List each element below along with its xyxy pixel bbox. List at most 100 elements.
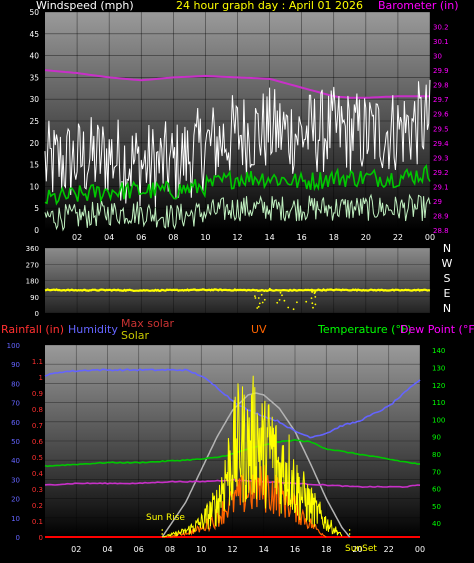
direction-ticks: 0 90 180 270 360 bbox=[26, 245, 39, 318]
humidity-tick-label: 30 bbox=[11, 476, 20, 484]
direction-point bbox=[254, 297, 257, 299]
barometer-tick-label: 29.5 bbox=[433, 125, 449, 133]
rainfall-axis-label: Rainfall (in) bbox=[1, 323, 64, 336]
dewpoint-axis-label: Dew Point (°F) bbox=[400, 323, 474, 336]
x-tick-label: 10 bbox=[196, 545, 206, 554]
temperature-line bbox=[44, 438, 421, 468]
temp-tick-label: 40 bbox=[432, 520, 441, 528]
rain-tick-label: 0.1 bbox=[32, 518, 43, 526]
direction-tick-label: 90 bbox=[30, 294, 39, 302]
humidity-tick-label: 20 bbox=[11, 496, 20, 504]
humidity-tick-label: 100 bbox=[7, 342, 20, 350]
wind-tick-label: 35 bbox=[29, 73, 39, 82]
x-tick-label: 14 bbox=[264, 233, 274, 242]
barometer-tick-label: 29.9 bbox=[433, 67, 449, 75]
temperature-axis-label: Temperature (°F) bbox=[317, 323, 412, 336]
wind-tick-label: 45 bbox=[29, 30, 39, 39]
x-tick-label: 00 bbox=[425, 233, 435, 242]
x-tick-label: 08 bbox=[168, 233, 178, 242]
x-tick-label: 06 bbox=[136, 233, 146, 242]
direction-tick-label: 270 bbox=[26, 261, 39, 269]
x-tick-label: 02 bbox=[72, 233, 82, 242]
chart-title: 24 hour graph day : April 01 2026 bbox=[176, 0, 363, 12]
direction-point bbox=[281, 294, 283, 297]
wind-tick-label: 25 bbox=[29, 117, 39, 126]
humidity-tick-label: 70 bbox=[11, 400, 20, 408]
humidity-axis-label: Humidity bbox=[68, 323, 118, 336]
temp-tick-label: 110 bbox=[432, 399, 445, 407]
barometer-axis-label: Barometer (in) bbox=[378, 0, 459, 12]
rain-tick-label: 0.7 bbox=[32, 422, 43, 430]
humidity-tick-label: 10 bbox=[11, 515, 20, 523]
temp-tick-label: 140 bbox=[432, 347, 445, 355]
direction-point bbox=[261, 301, 264, 304]
wind-tick-label: 30 bbox=[29, 95, 39, 104]
direction-point bbox=[310, 297, 313, 299]
x-tick-label: 10 bbox=[200, 233, 210, 242]
temp-tick-label: 120 bbox=[432, 382, 445, 390]
direction-point bbox=[305, 300, 308, 303]
sunset-label: SunSet bbox=[345, 544, 377, 554]
rain-tick-label: 0.4 bbox=[32, 470, 44, 478]
x-tick-label: 12 bbox=[227, 545, 237, 554]
barometer-tick-label: 29.1 bbox=[433, 183, 449, 191]
x-tick-label: 16 bbox=[290, 545, 300, 554]
x-tick-label: 08 bbox=[165, 545, 175, 554]
rain-tick-label: 1 bbox=[39, 374, 43, 382]
direction-tick-label: 0 bbox=[35, 310, 39, 318]
x-tick-label: 06 bbox=[134, 545, 144, 554]
barometer-tick-label: 29.8 bbox=[433, 82, 449, 90]
x-tick-label: 12 bbox=[232, 233, 242, 242]
compass-label: W bbox=[442, 257, 453, 270]
compass-label: E bbox=[444, 287, 451, 300]
rain-tick-label: 0.3 bbox=[32, 486, 43, 494]
x-tick-label: 16 bbox=[297, 233, 307, 242]
humidity-tick-label: 0 bbox=[16, 534, 20, 542]
barometer-line bbox=[44, 69, 430, 99]
wind-tick-label: 10 bbox=[29, 182, 39, 191]
humidity-tick-label: 80 bbox=[11, 380, 20, 388]
direction-point bbox=[260, 293, 263, 296]
rain-tick-label: 0.6 bbox=[32, 438, 44, 446]
x-tick-label: 22 bbox=[384, 545, 394, 554]
temp-tick-label: 50 bbox=[432, 503, 441, 511]
direction-tick-label: 180 bbox=[26, 278, 39, 286]
x-tick-label: 04 bbox=[104, 233, 114, 242]
barometer-tick-label: 29.6 bbox=[433, 111, 449, 119]
temp-tick-label: 90 bbox=[432, 434, 441, 442]
humidity-tick-label: 40 bbox=[11, 457, 20, 465]
barometer-tick-label: 29.7 bbox=[433, 96, 449, 104]
x-tick-label: 14 bbox=[259, 545, 269, 554]
humidity-tick-label: 50 bbox=[11, 438, 20, 446]
direction-point bbox=[312, 306, 314, 309]
solar-ticks: 02 04 06 08 10 12 14 16 18 20 22 0000.10.20.30.40.5… bbox=[7, 342, 446, 554]
compass-label: N bbox=[443, 242, 451, 255]
direction-point bbox=[311, 291, 314, 293]
direction-point bbox=[314, 303, 317, 306]
direction-point bbox=[311, 302, 314, 305]
barometer-tick-label: 29 bbox=[433, 198, 442, 206]
barometer-tick-label: 28.9 bbox=[433, 212, 449, 220]
barometer-tick-label: 29.4 bbox=[433, 140, 449, 148]
x-tick-label: 18 bbox=[321, 545, 331, 554]
barometer-tick-label: 28.8 bbox=[433, 227, 449, 235]
barometer-tick-label: 30.2 bbox=[433, 24, 449, 32]
temp-tick-label: 70 bbox=[432, 468, 441, 476]
direction-tick-label: 360 bbox=[26, 245, 39, 253]
rain-tick-label: 0.5 bbox=[32, 454, 43, 462]
x-tick-label: 22 bbox=[393, 233, 403, 242]
rain-tick-label: 1.1 bbox=[32, 358, 43, 366]
temp-tick-label: 60 bbox=[432, 486, 441, 494]
direction-point bbox=[258, 302, 261, 305]
wind-ticks: 0 5 10 15 20 25 30 35 40 45 50 02 04 06 08 10 12 14 16 18 20… bbox=[29, 8, 449, 242]
solar-series bbox=[44, 368, 421, 538]
compass-label: S bbox=[444, 272, 451, 285]
rain-tick-label: 0.8 bbox=[32, 406, 43, 414]
barometer-tick-label: 30 bbox=[433, 53, 442, 61]
barometer-tick-label: 29.2 bbox=[433, 169, 449, 177]
direction-point bbox=[292, 308, 295, 311]
x-tick-label: 20 bbox=[352, 545, 362, 554]
x-tick-label: 00 bbox=[415, 545, 425, 554]
x-tick-label: 04 bbox=[102, 545, 112, 554]
